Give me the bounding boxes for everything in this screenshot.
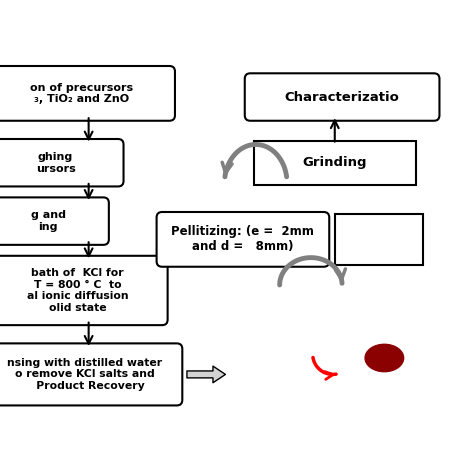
Text: Grinding: Grinding bbox=[302, 156, 367, 169]
FancyBboxPatch shape bbox=[0, 197, 109, 245]
FancyBboxPatch shape bbox=[0, 256, 168, 325]
Text: nsing with distilled water
o remove KCl salts and
   Product Recovery: nsing with distilled water o remove KCl … bbox=[8, 358, 163, 391]
Text: on of precursors
₃, TiO₂ and ZnO: on of precursors ₃, TiO₂ and ZnO bbox=[30, 82, 133, 104]
Text: Characterizatio: Characterizatio bbox=[285, 91, 400, 103]
Text: g and
ing: g and ing bbox=[31, 210, 66, 232]
FancyBboxPatch shape bbox=[156, 212, 329, 267]
FancyBboxPatch shape bbox=[0, 139, 124, 186]
FancyBboxPatch shape bbox=[254, 141, 416, 185]
Text: ghing
ursors: ghing ursors bbox=[36, 152, 75, 173]
FancyArrowPatch shape bbox=[187, 366, 226, 383]
Ellipse shape bbox=[365, 344, 404, 372]
FancyBboxPatch shape bbox=[0, 343, 182, 405]
FancyBboxPatch shape bbox=[0, 66, 175, 121]
Text: Pellitizing: (e =  2mm
and d =   8mm): Pellitizing: (e = 2mm and d = 8mm) bbox=[172, 225, 314, 254]
Text: bath of  KCl for
T = 800 ° C  to
al ionic diffusion
olid state: bath of KCl for T = 800 ° C to al ionic … bbox=[27, 268, 128, 313]
FancyBboxPatch shape bbox=[245, 73, 439, 121]
FancyBboxPatch shape bbox=[335, 214, 423, 265]
